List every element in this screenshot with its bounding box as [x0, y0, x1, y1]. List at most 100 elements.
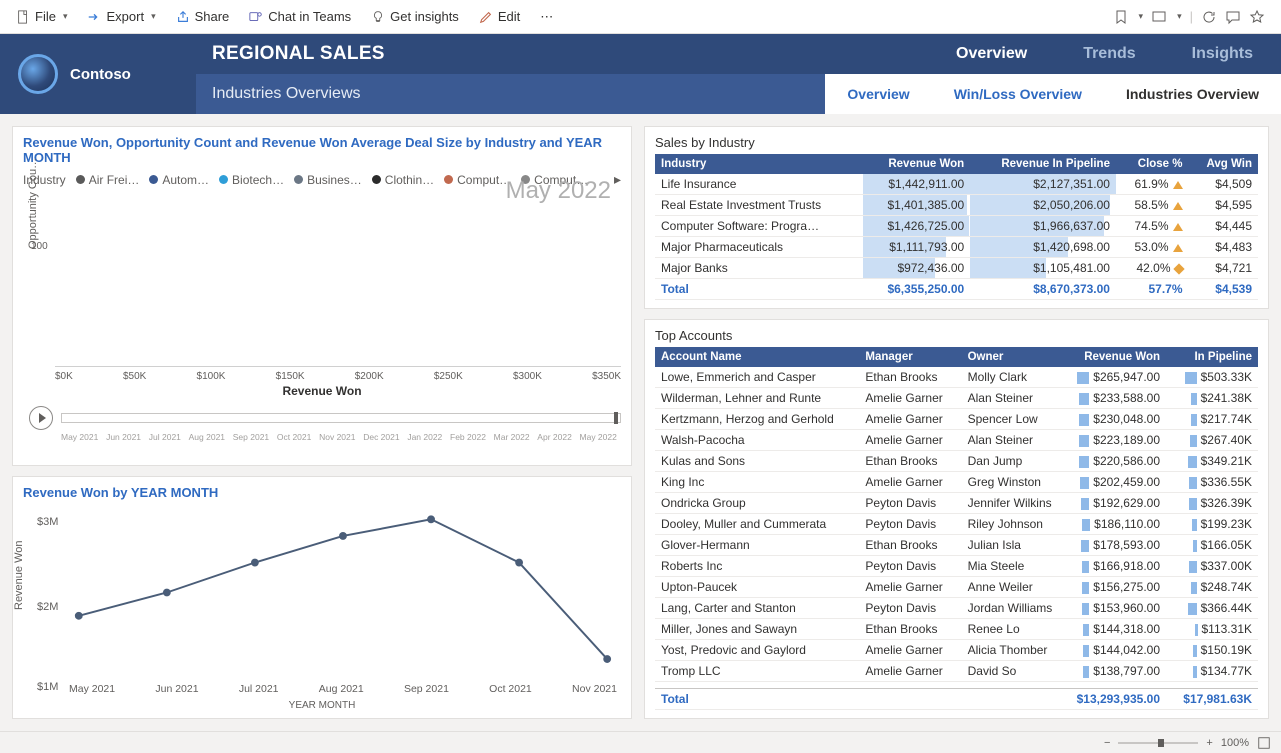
more-menu[interactable]: ⋯	[532, 5, 561, 29]
col-header[interactable]: Industry	[655, 154, 863, 174]
table-row[interactable]: Major Banks$972,436.00$1,105,481.0042.0%…	[655, 258, 1258, 279]
nav-tab-insights[interactable]: Insights	[1164, 34, 1281, 74]
line-yaxis-label: Revenue Won	[13, 540, 25, 610]
play-axis	[29, 406, 621, 430]
insights-button[interactable]: Get insights	[363, 5, 467, 28]
zoom-out[interactable]: −	[1104, 737, 1110, 749]
table-row[interactable]: Lang, Carter and StantonPeyton DavisJord…	[655, 598, 1258, 619]
table-row[interactable]: Kertzmann, Herzog and GerholdAmelie Garn…	[655, 409, 1258, 430]
share-button[interactable]: Share	[168, 5, 238, 28]
industry-table-title: Sales by Industry	[655, 135, 1258, 150]
subtab-2[interactable]: Industries Overview	[1104, 74, 1281, 114]
subtab-0[interactable]: Overview	[825, 74, 931, 114]
play-button[interactable]	[29, 406, 53, 430]
scatter-ytick: 100	[31, 241, 48, 252]
line-chart-card[interactable]: Revenue Won by YEAR MONTH Revenue Won $3…	[12, 476, 632, 719]
table-row[interactable]: Major Pharmaceuticals$1,111,793.00$1,420…	[655, 237, 1258, 258]
line-xtick: Jun 2021	[155, 683, 198, 695]
table-row[interactable]: Roberts IncPeyton DavisMia Steele$166,91…	[655, 556, 1258, 577]
legend-item[interactable]: Busines…	[294, 173, 362, 187]
bulb-icon	[371, 10, 385, 24]
line-xtick: Sep 2021	[404, 683, 449, 695]
page-title: REGIONAL SALES	[196, 43, 385, 65]
pencil-icon	[479, 10, 493, 24]
nav-tab-trends[interactable]: Trends	[1055, 34, 1163, 74]
timeline-tick: Jan 2022	[407, 432, 442, 442]
page-subtitle: Industries Overviews	[196, 85, 361, 103]
table-row[interactable]: Ondricka GroupPeyton DavisJennifer Wilki…	[655, 493, 1258, 514]
chat-button[interactable]: Chat in Teams	[241, 5, 359, 28]
line-ytick: $2M	[37, 601, 58, 613]
export-menu[interactable]: Export▾	[79, 5, 163, 28]
accounts-table: Account NameManagerOwnerRevenue WonIn Pi…	[655, 347, 1258, 682]
timeline-tick: Mar 2022	[494, 432, 530, 442]
table-row[interactable]: Upton-PaucekAmelie GarnerAnne Weiler$156…	[655, 577, 1258, 598]
star-icon[interactable]	[1249, 9, 1265, 25]
zoom-in[interactable]: +	[1206, 737, 1212, 749]
xtick: $350K	[592, 371, 621, 382]
col-header[interactable]: Revenue Won	[863, 154, 970, 174]
table-row[interactable]: King IncAmelie GarnerGreg Winston$202,45…	[655, 472, 1258, 493]
xtick: $150K	[276, 371, 305, 382]
timeline-tick: Jun 2021	[106, 432, 141, 442]
zoom-slider[interactable]	[1118, 742, 1198, 744]
timeline-tick: Dec 2021	[363, 432, 399, 442]
file-menu[interactable]: File▾	[8, 5, 75, 28]
header: Contoso REGIONAL SALES OverviewTrendsIns…	[0, 34, 1281, 114]
col-header[interactable]: Account Name	[655, 347, 859, 367]
legend-item[interactable]: Clothin…	[372, 173, 434, 187]
timeline-slider[interactable]	[61, 413, 621, 423]
insights-label: Get insights	[390, 9, 459, 24]
accounts-table-title: Top Accounts	[655, 328, 1258, 343]
accounts-table-card[interactable]: Top Accounts Account NameManagerOwnerRev…	[644, 319, 1269, 719]
timeline-tick: Aug 2021	[189, 432, 225, 442]
col-header[interactable]: Owner	[962, 347, 1064, 367]
scatter-xaxis-label: Revenue Won	[23, 384, 621, 398]
fit-icon[interactable]	[1257, 736, 1271, 750]
industry-table-card[interactable]: Sales by Industry IndustryRevenue WonRev…	[644, 126, 1269, 309]
col-header[interactable]: Revenue Won	[1064, 347, 1166, 367]
timeline-tick: Apr 2022	[537, 432, 572, 442]
table-row[interactable]: Lowe, Emmerich and CasperEthan BrooksMol…	[655, 367, 1258, 388]
timeline-tick: May 2022	[580, 432, 617, 442]
nav-tab-overview[interactable]: Overview	[928, 34, 1055, 74]
scatter-chart-card[interactable]: Revenue Won, Opportunity Count and Reven…	[12, 126, 632, 466]
subtab-1[interactable]: Win/Loss Overview	[932, 74, 1104, 114]
line-svg	[69, 506, 617, 672]
table-row[interactable]: Computer Software: Progra…$1,426,725.00$…	[655, 216, 1258, 237]
table-row[interactable]: Yost, Predovic and GaylordAmelie GarnerA…	[655, 640, 1258, 661]
share-icon	[176, 10, 190, 24]
col-header[interactable]: Manager	[859, 347, 961, 367]
table-row[interactable]: Wilderman, Lehner and RunteAmelie Garner…	[655, 388, 1258, 409]
chat-label: Chat in Teams	[268, 9, 351, 24]
col-header[interactable]: Revenue In Pipeline	[970, 154, 1116, 174]
timeline-tick: Feb 2022	[450, 432, 486, 442]
line-title: Revenue Won by YEAR MONTH	[23, 485, 621, 500]
table-row[interactable]: Real Estate Investment Trusts$1,401,385.…	[655, 195, 1258, 216]
table-row[interactable]: Glover-HermannEthan BrooksJulian Isla$17…	[655, 535, 1258, 556]
table-row[interactable]: Kulas and SonsEthan BrooksDan Jump$220,5…	[655, 451, 1258, 472]
legend-item[interactable]: Air Frei…	[76, 173, 140, 187]
bookmark-icon[interactable]	[1113, 9, 1129, 25]
logo-area: Contoso	[0, 34, 196, 114]
line-plot-area: Revenue Won $3M$2M$1M May 2021Jun 2021Ju…	[23, 506, 621, 701]
legend-item[interactable]: Autom…	[149, 173, 209, 187]
view-icon[interactable]	[1151, 9, 1167, 25]
xtick: $0K	[55, 371, 73, 382]
col-header[interactable]: Avg Win	[1189, 154, 1258, 174]
xtick: $250K	[434, 371, 463, 382]
legend-item[interactable]: Comput…	[444, 173, 511, 187]
dashboard-body: Revenue Won, Opportunity Count and Reven…	[0, 114, 1281, 731]
refresh-icon[interactable]	[1201, 9, 1217, 25]
table-row[interactable]: Walsh-PacochaAmelie GarnerAlan Steiner$2…	[655, 430, 1258, 451]
table-row[interactable]: Tromp LLCAmelie GarnerDavid So$138,797.0…	[655, 661, 1258, 682]
table-row[interactable]: Miller, Jones and SawaynEthan BrooksRene…	[655, 619, 1258, 640]
scatter-yaxis-label: Opportunity Cou…	[27, 158, 39, 249]
comment-icon[interactable]	[1225, 9, 1241, 25]
col-header[interactable]: Close %	[1116, 154, 1189, 174]
legend-item[interactable]: Biotech…	[219, 173, 284, 187]
edit-button[interactable]: Edit	[471, 5, 528, 28]
table-row[interactable]: Dooley, Muller and CummerataPeyton Davis…	[655, 514, 1258, 535]
table-row[interactable]: Life Insurance$1,442,911.00$2,127,351.00…	[655, 174, 1258, 195]
col-header[interactable]: In Pipeline	[1166, 347, 1258, 367]
